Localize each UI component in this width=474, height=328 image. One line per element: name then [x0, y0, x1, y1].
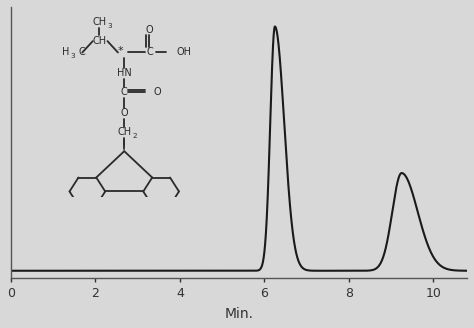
- X-axis label: Min.: Min.: [225, 307, 254, 321]
